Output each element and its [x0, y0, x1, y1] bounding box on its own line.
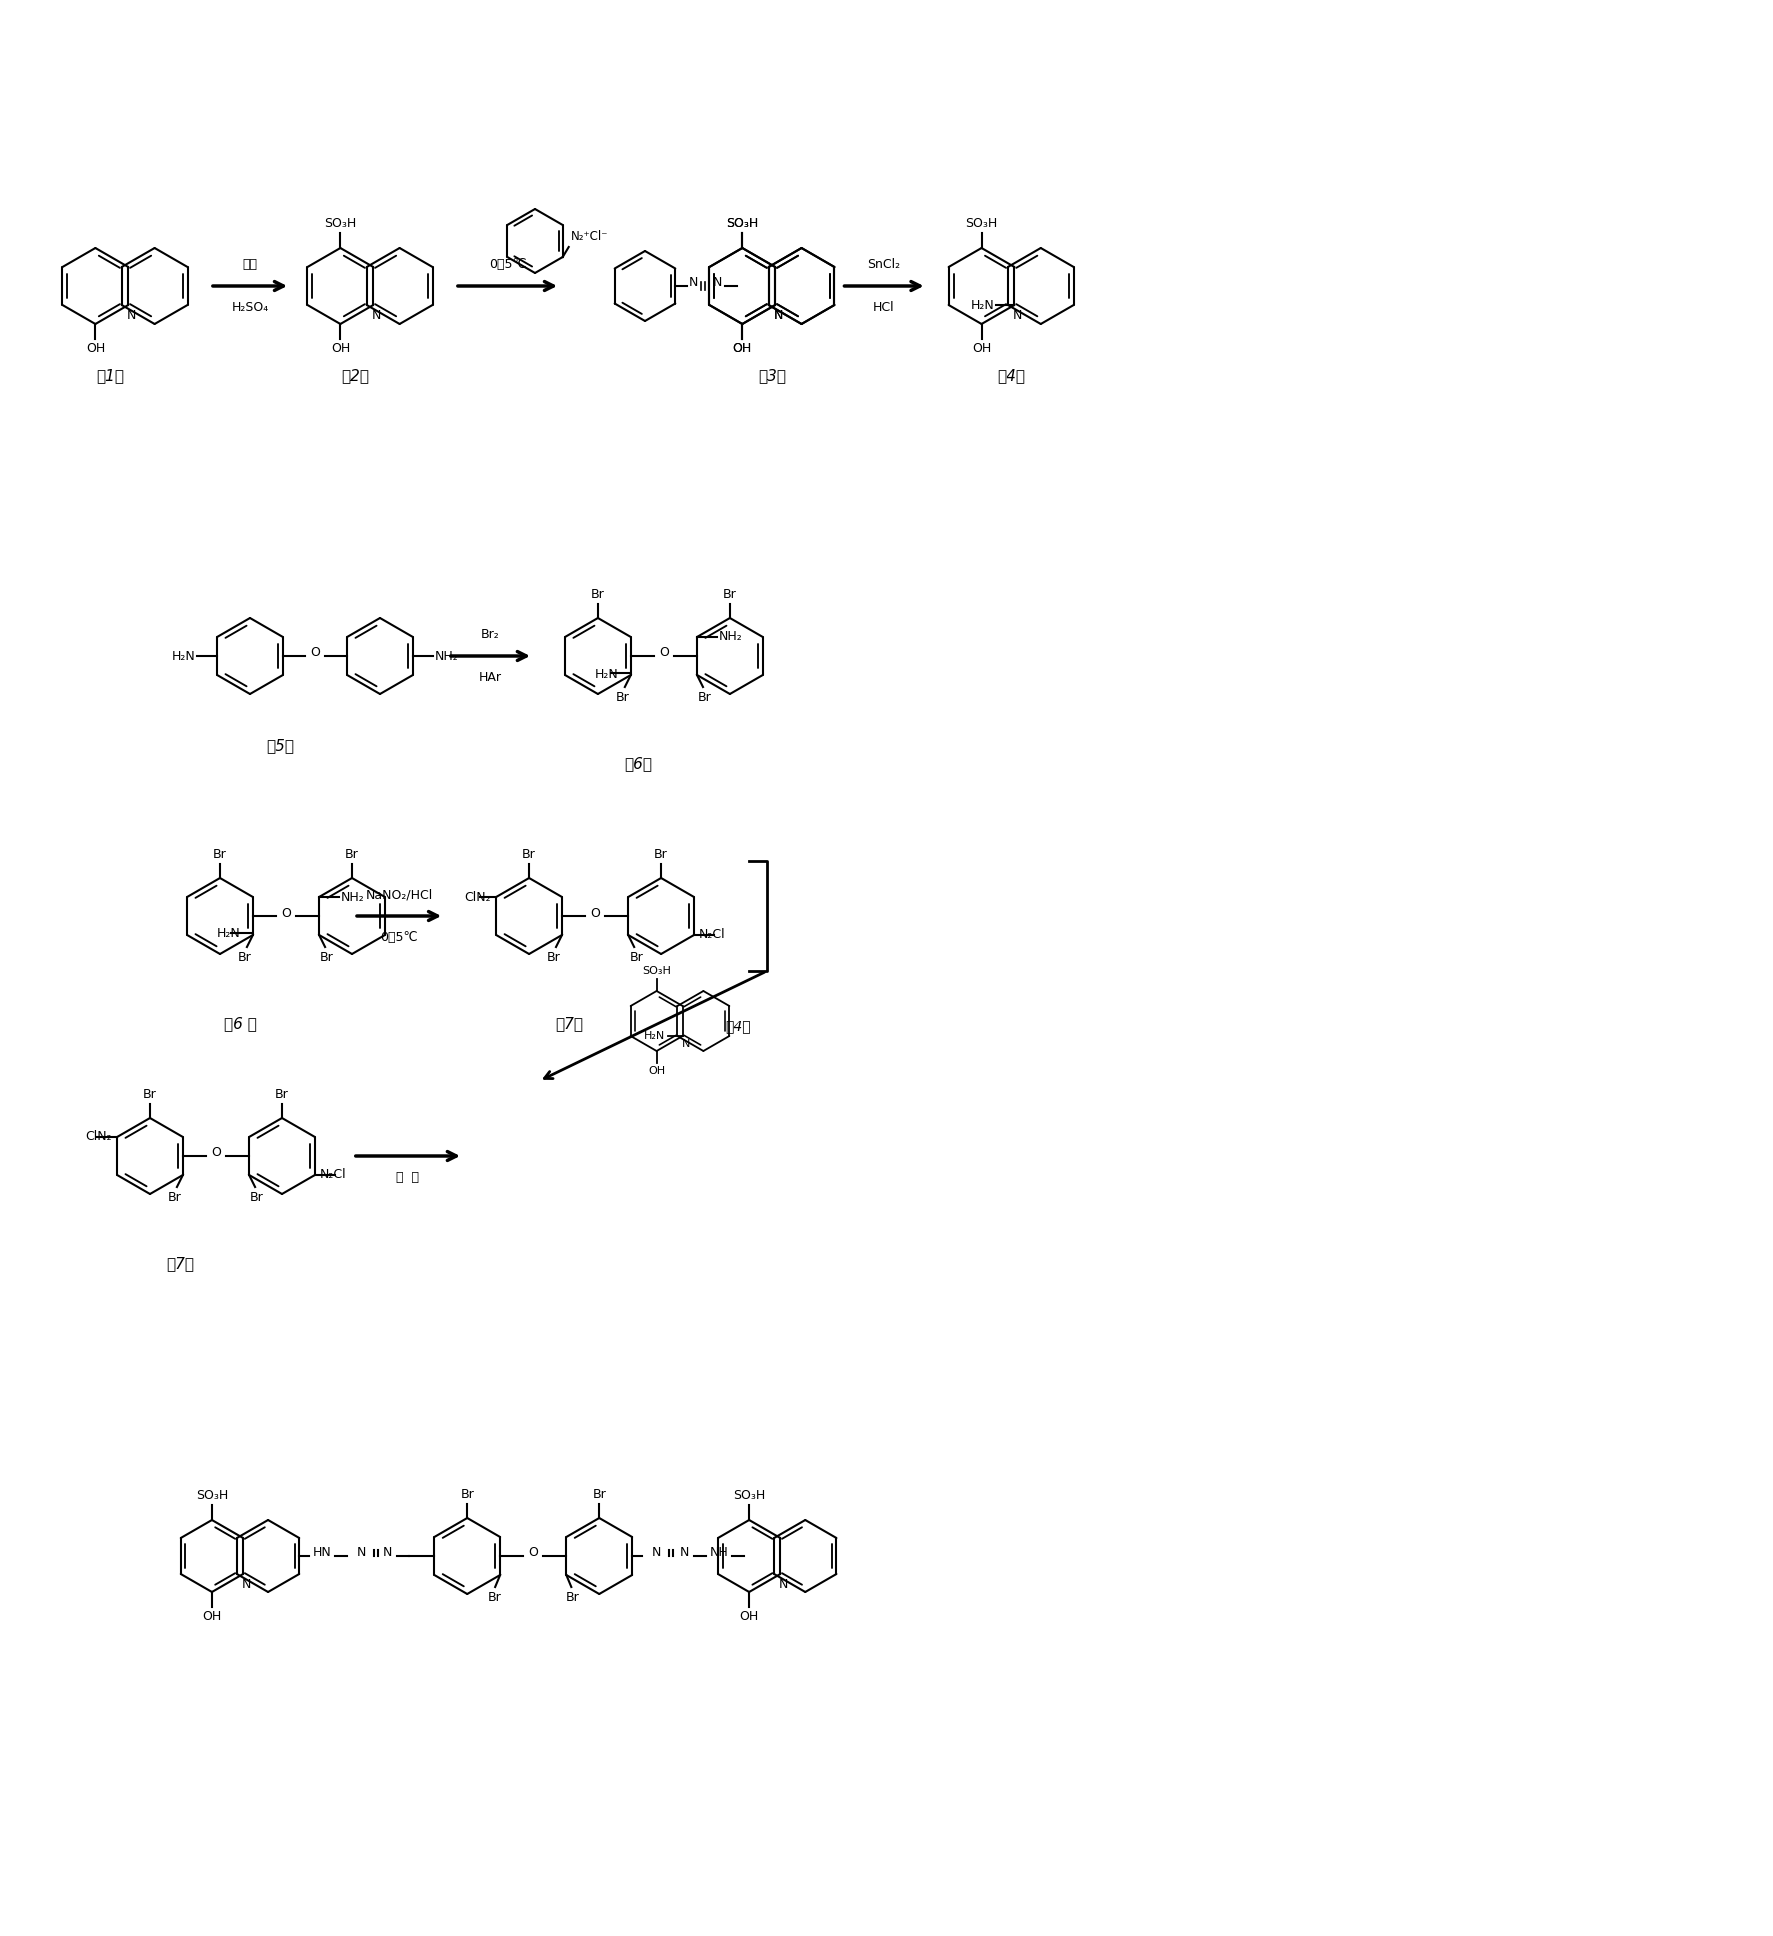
Text: SO₃H: SO₃H	[727, 217, 759, 230]
Text: N₂Cl: N₂Cl	[319, 1169, 346, 1181]
Text: SO₃H: SO₃H	[727, 217, 759, 230]
Text: OH: OH	[732, 343, 752, 354]
Text: Br: Br	[461, 1489, 473, 1500]
Text: （2）: （2）	[340, 368, 369, 383]
Text: N: N	[773, 310, 784, 321]
Text: 发烟: 发烟	[243, 257, 257, 271]
Text: OH: OH	[332, 343, 349, 354]
Text: N: N	[688, 275, 699, 288]
Text: N: N	[651, 1547, 661, 1560]
Text: H₂N: H₂N	[970, 298, 995, 312]
Text: Br: Br	[615, 691, 629, 705]
Text: H₂SO₄: H₂SO₄	[230, 300, 269, 314]
Text: O: O	[211, 1146, 222, 1160]
Text: N: N	[681, 1040, 690, 1049]
Text: OH: OH	[649, 1067, 665, 1076]
Text: （4）: （4）	[996, 368, 1025, 383]
Text: NH₂: NH₂	[434, 649, 459, 662]
Text: （3）: （3）	[757, 368, 785, 383]
Text: （7）: （7）	[167, 1256, 193, 1272]
Text: NaNO₂/HCl: NaNO₂/HCl	[365, 889, 433, 900]
Text: NH₂: NH₂	[340, 891, 365, 904]
Text: Br: Br	[250, 1191, 264, 1204]
Text: N: N	[778, 1578, 789, 1591]
Text: H₂N: H₂N	[172, 649, 195, 662]
Text: H₂N: H₂N	[216, 927, 241, 939]
Text: O: O	[590, 906, 599, 920]
Text: NH: NH	[709, 1547, 729, 1560]
Text: SO₃H: SO₃H	[324, 217, 356, 230]
Text: Br: Br	[629, 951, 644, 964]
Text: HCl: HCl	[874, 300, 895, 314]
Text: Br: Br	[275, 1088, 289, 1102]
Text: OH: OH	[732, 343, 752, 354]
Text: Br: Br	[699, 691, 713, 705]
Text: HN: HN	[312, 1547, 332, 1560]
Text: OH: OH	[972, 343, 991, 354]
Text: N₂Cl: N₂Cl	[699, 929, 725, 941]
Text: SO₃H: SO₃H	[966, 217, 998, 230]
Text: O: O	[528, 1547, 539, 1560]
Text: Br: Br	[548, 951, 560, 964]
Text: N: N	[679, 1547, 690, 1560]
Text: SO₃H: SO₃H	[732, 1489, 766, 1502]
Text: 0～5℃: 0～5℃	[489, 257, 527, 271]
Text: OH: OH	[85, 343, 105, 354]
Text: Br: Br	[592, 1489, 606, 1500]
Text: Br: Br	[346, 848, 358, 862]
Text: ClN₂: ClN₂	[85, 1131, 112, 1144]
Text: O: O	[660, 647, 668, 660]
Text: ClN₂: ClN₂	[465, 891, 491, 904]
Text: N: N	[773, 310, 784, 321]
Text: （1）: （1）	[96, 368, 124, 383]
Text: Br₂: Br₂	[480, 627, 500, 641]
Text: H₂N: H₂N	[596, 668, 619, 681]
Text: SO₃H: SO₃H	[642, 966, 670, 976]
Text: N: N	[713, 275, 722, 288]
Text: （7）: （7）	[555, 1016, 583, 1032]
Text: Br: Br	[488, 1591, 502, 1605]
Text: Br: Br	[144, 1088, 156, 1102]
Text: 乙  醇: 乙 醇	[397, 1171, 420, 1185]
Text: （5）: （5）	[266, 738, 294, 753]
Text: SO₃H: SO₃H	[195, 1489, 229, 1502]
Text: HAr: HAr	[479, 672, 502, 683]
Text: 0～5℃: 0～5℃	[381, 931, 418, 945]
Text: Br: Br	[168, 1191, 183, 1204]
Text: （6 ）: （6 ）	[223, 1016, 257, 1032]
Text: （4）: （4）	[725, 1018, 750, 1034]
Text: Br: Br	[654, 848, 668, 862]
Text: N: N	[383, 1547, 392, 1560]
Text: H₂N: H₂N	[644, 1032, 665, 1042]
Text: N₂⁺Cl⁻: N₂⁺Cl⁻	[571, 230, 608, 244]
Text: NH₂: NH₂	[720, 631, 743, 643]
Text: Br: Br	[213, 848, 227, 862]
Text: SnCl₂: SnCl₂	[867, 257, 901, 271]
Text: OH: OH	[202, 1611, 222, 1622]
Text: N: N	[241, 1578, 252, 1591]
Text: （6）: （6）	[624, 755, 652, 771]
Text: N: N	[126, 310, 137, 321]
Text: N: N	[356, 1547, 365, 1560]
Text: O: O	[310, 647, 319, 660]
Text: O: O	[282, 906, 291, 920]
Text: OH: OH	[739, 1611, 759, 1622]
Text: Br: Br	[590, 589, 605, 600]
Text: Br: Br	[523, 848, 535, 862]
Text: Br: Br	[238, 951, 252, 964]
Text: Br: Br	[723, 589, 738, 600]
Text: Br: Br	[321, 951, 333, 964]
Text: N: N	[1012, 310, 1023, 321]
Text: Br: Br	[566, 1591, 580, 1605]
Text: N: N	[372, 310, 381, 321]
